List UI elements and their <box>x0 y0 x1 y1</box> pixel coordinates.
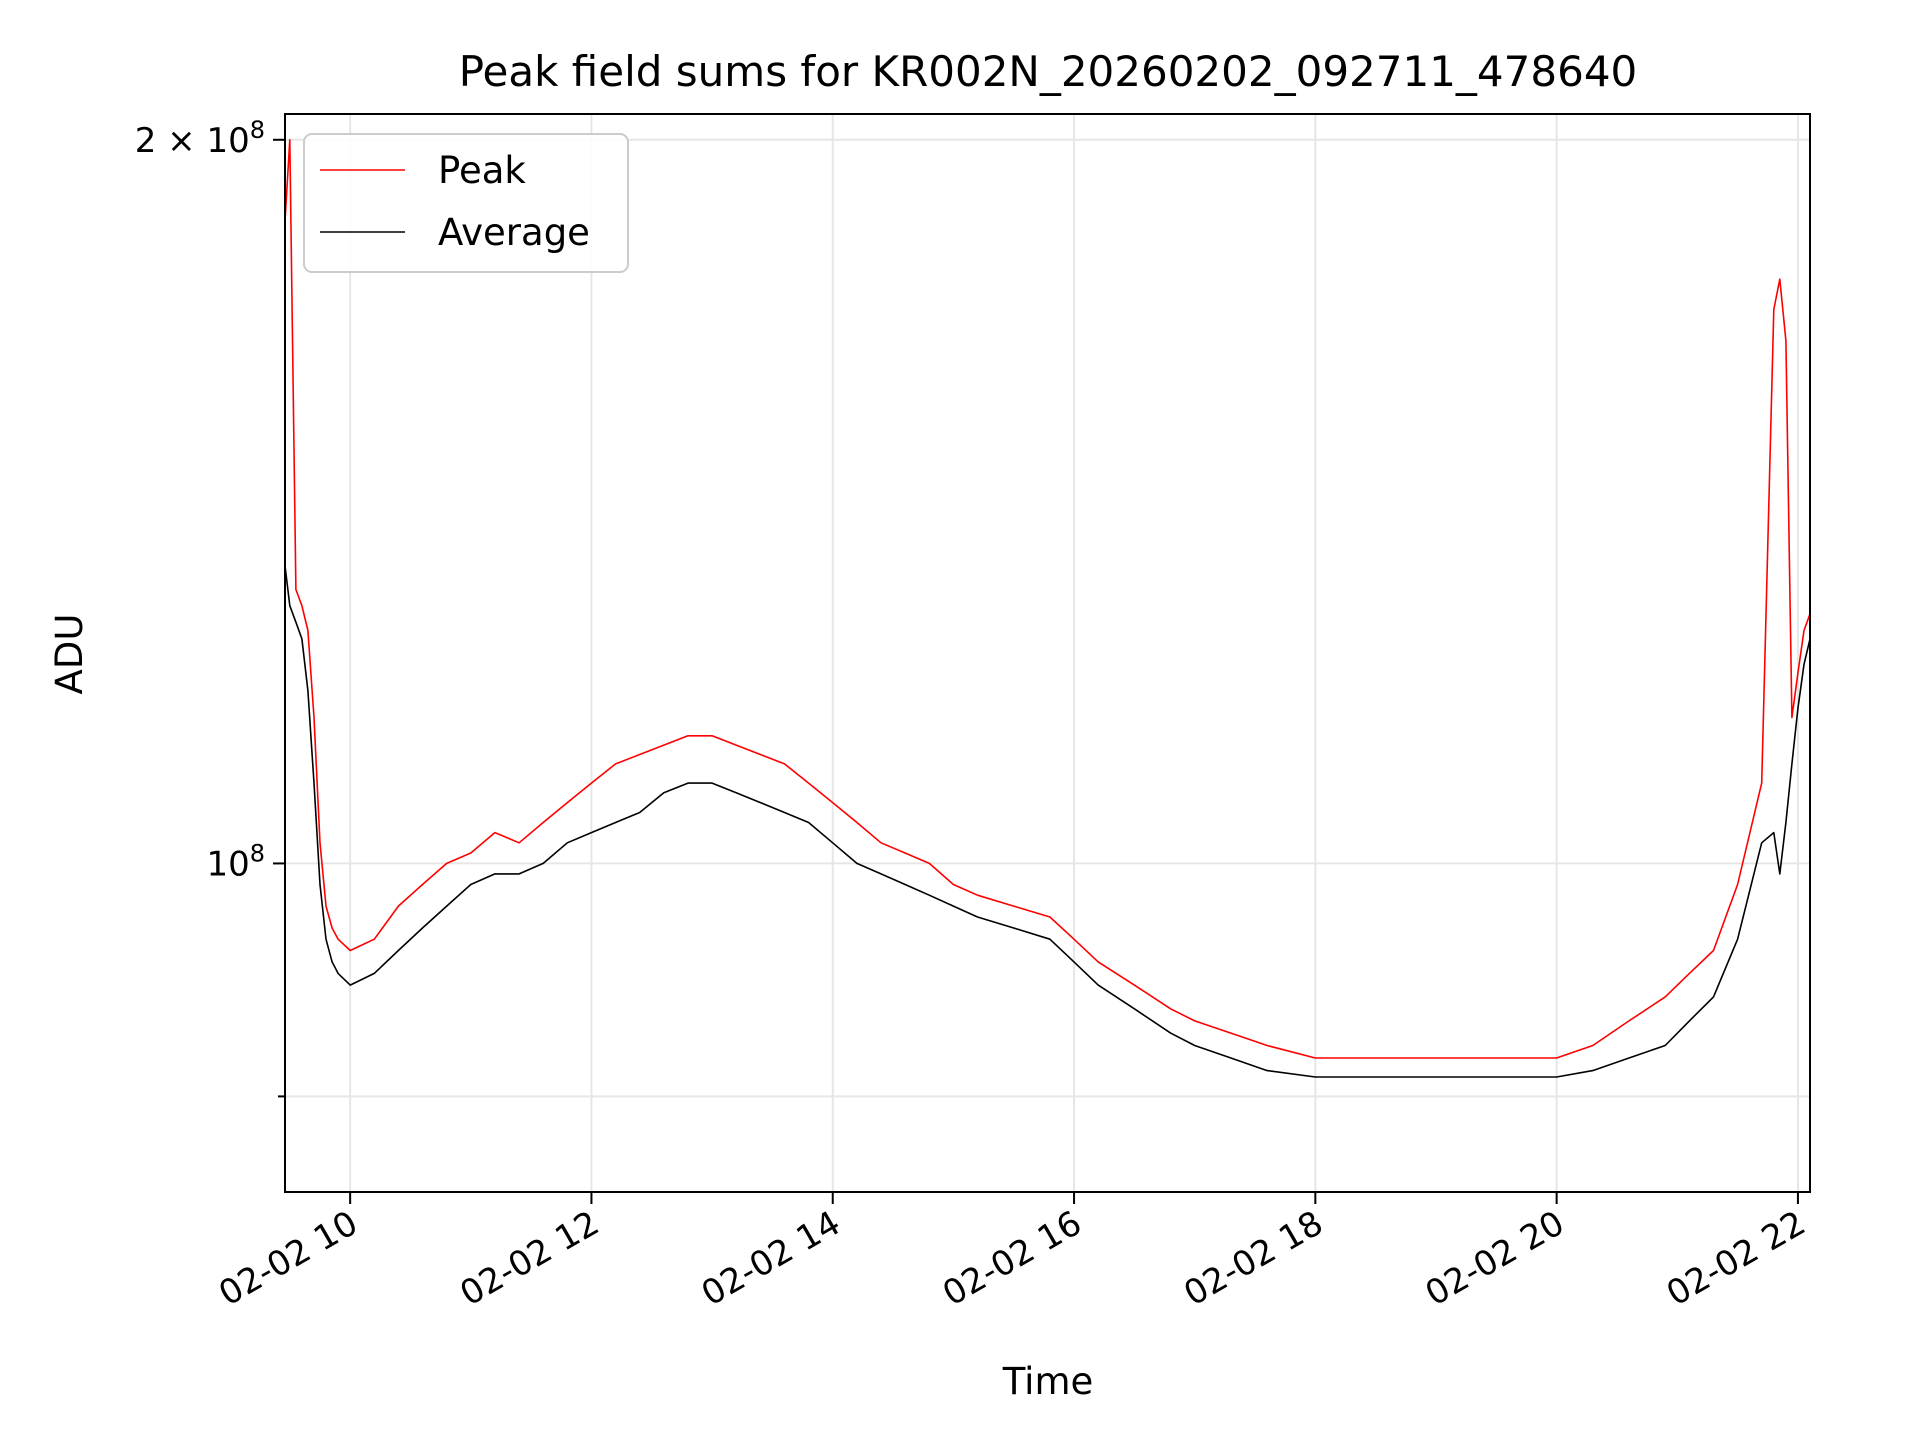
y-axis: 108 2 × 108 <box>135 116 285 1098</box>
series-line-average <box>285 565 1810 1078</box>
legend-frame <box>303 133 629 273</box>
legend-label-peak: Peak <box>438 149 526 192</box>
plot-frame <box>284 113 1811 1193</box>
y-axis-label: ADU <box>48 614 91 695</box>
series-group <box>285 139 1810 1078</box>
legend: Peak Average <box>303 133 629 273</box>
chart-title: Peak field sums for KR002N_20260202_0927… <box>459 47 1638 96</box>
y-tick-label: 108 <box>206 839 265 884</box>
y-tick-label: 2 × 108 <box>135 116 265 161</box>
grid <box>285 114 1810 1192</box>
legend-label-average: Average <box>438 211 590 254</box>
series-line-peak <box>285 139 1810 1059</box>
x-axis-label: Time <box>1002 1360 1094 1403</box>
